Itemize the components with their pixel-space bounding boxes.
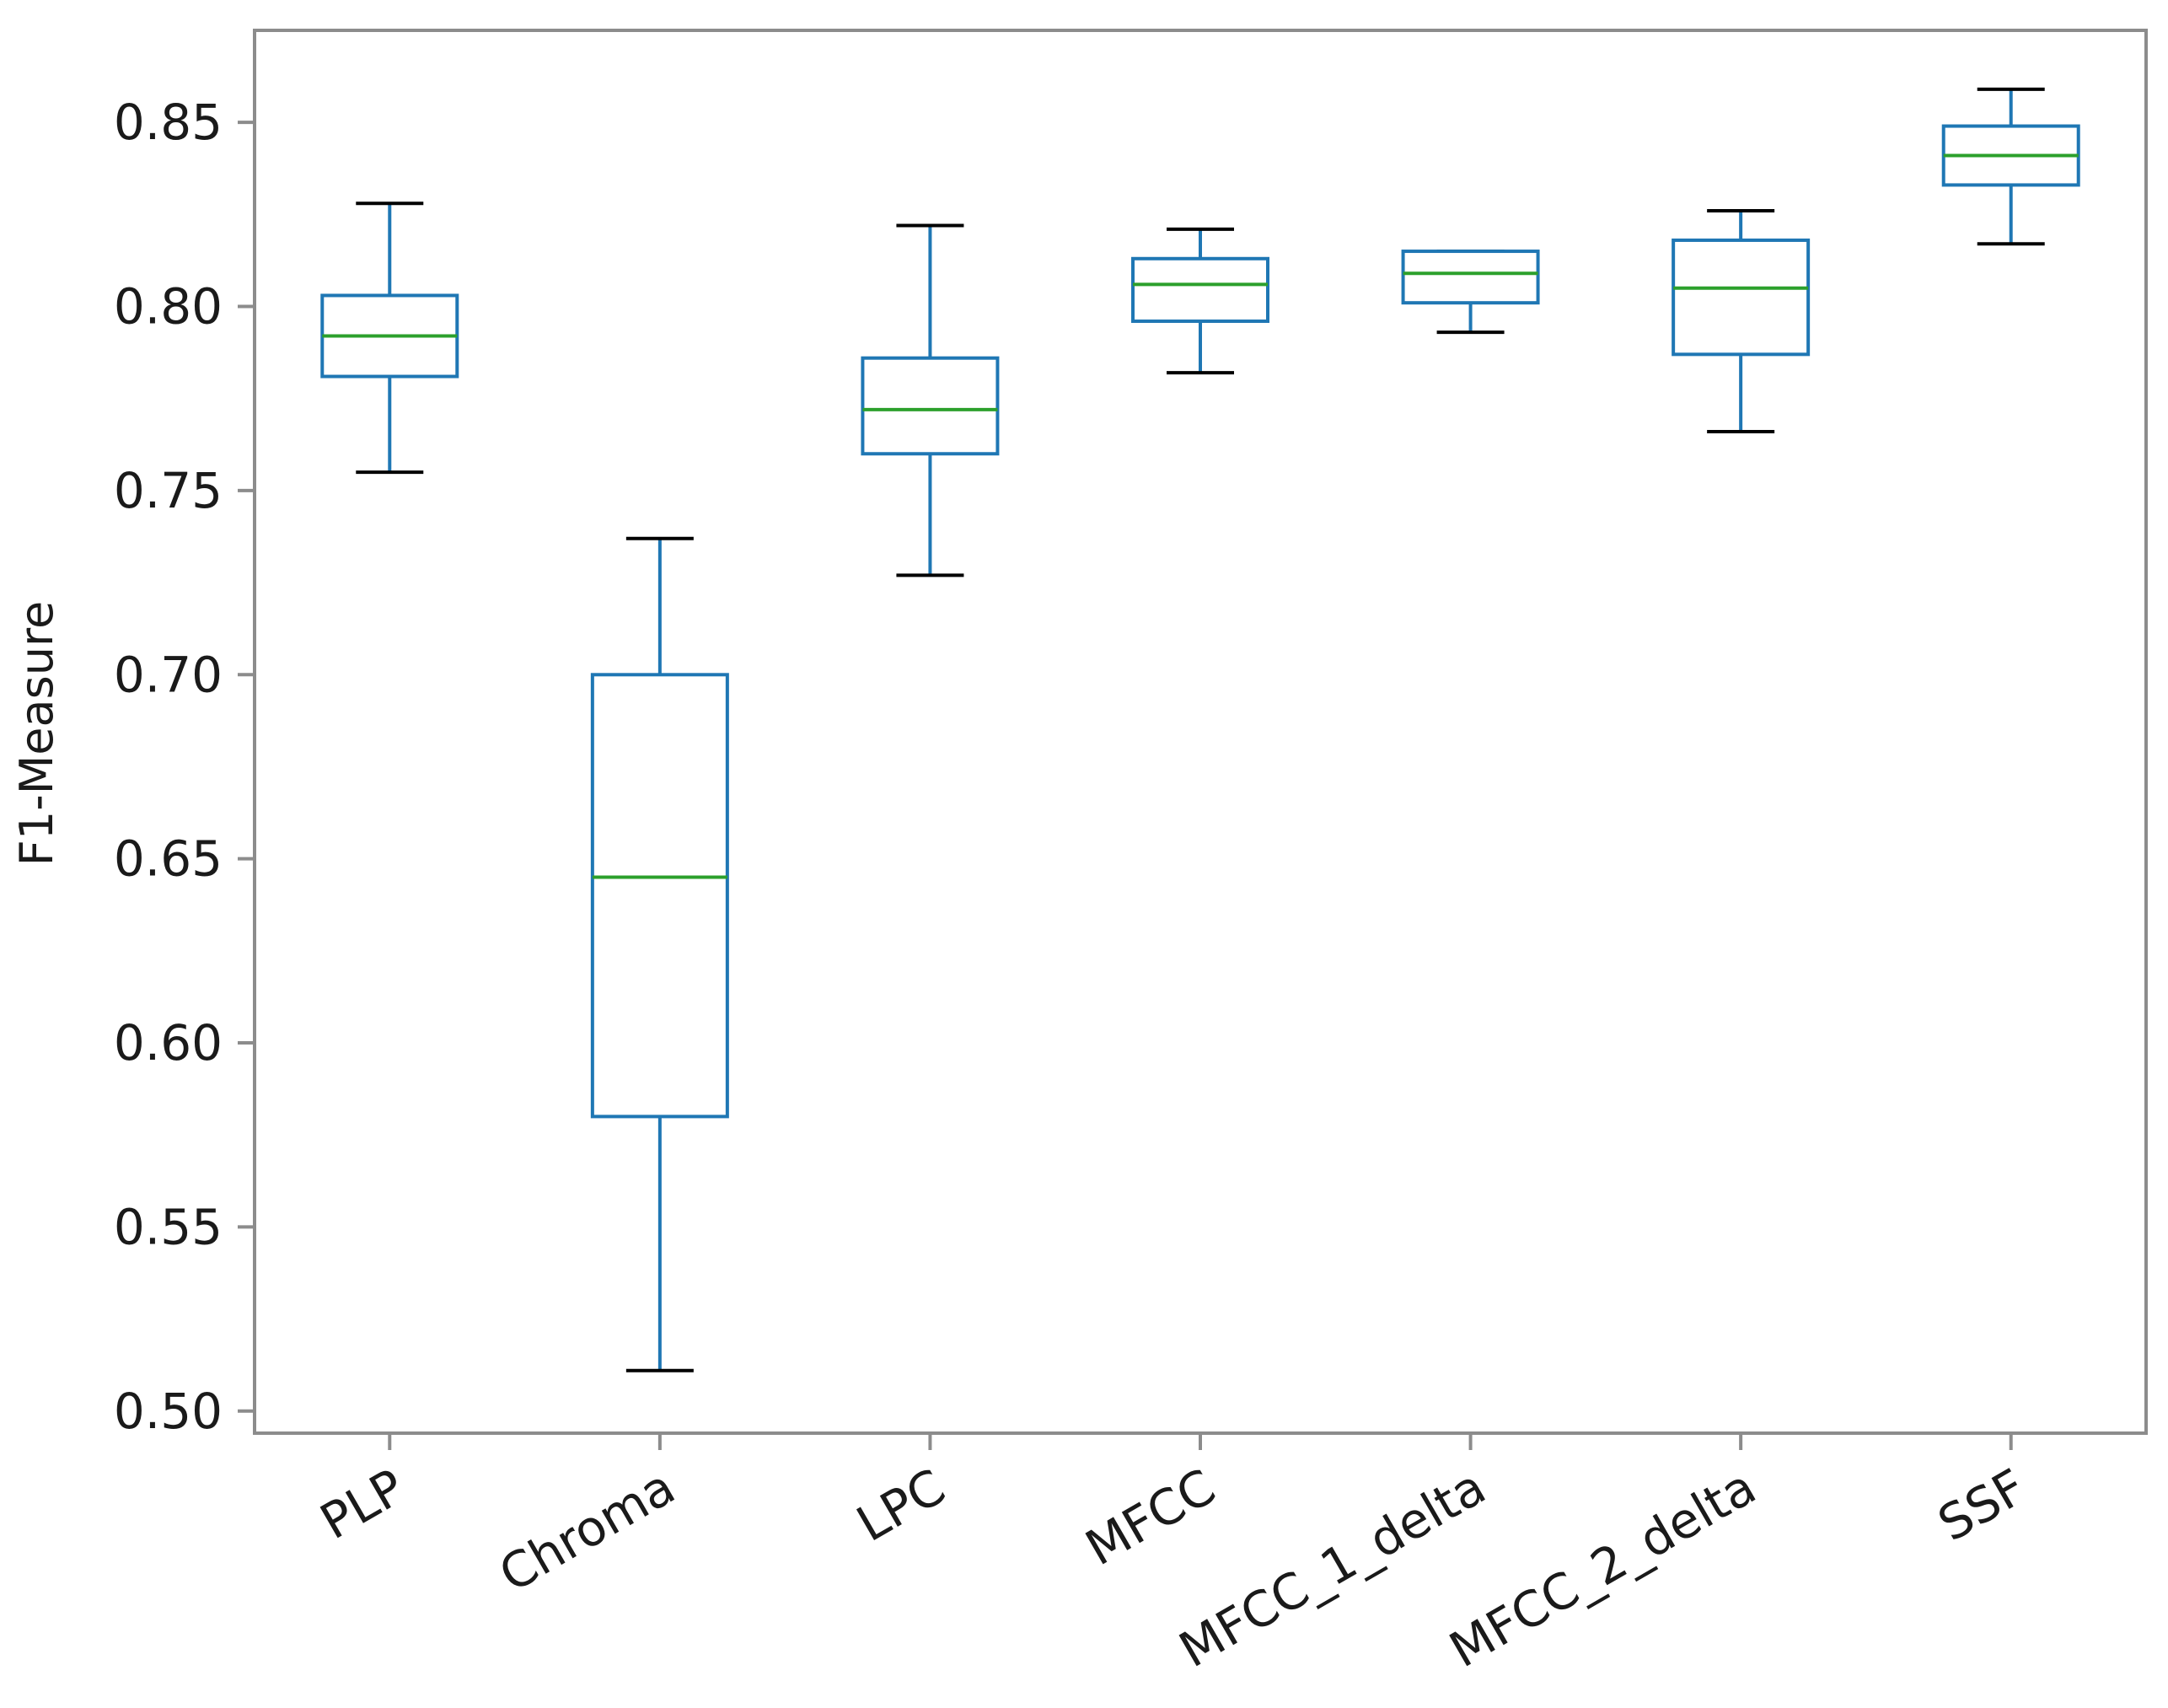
iqr-box: [1131, 256, 1269, 324]
y-axis: 0.50 0.55 0.60 0.65 0.70 0.75 0.80 0.85: [114, 94, 255, 1440]
box-mfcc-1-delta: [1401, 250, 1540, 335]
box-lpc: [861, 223, 1000, 577]
iqr-box: [1401, 250, 1540, 305]
box-mfcc: [1131, 227, 1269, 375]
y-tick-label: 0.65: [114, 830, 223, 888]
box-chroma: [590, 536, 729, 1372]
box-plp: [320, 201, 459, 475]
y-tick-label: 0.50: [114, 1383, 223, 1440]
y-tick-label: 0.55: [114, 1198, 223, 1255]
box-mfcc-2-delta: [1672, 209, 1811, 434]
iqr-box: [590, 673, 729, 1119]
box-series: [320, 87, 2080, 1372]
iqr-box: [861, 356, 1000, 456]
y-tick-label: 0.60: [114, 1014, 223, 1072]
iqr-box: [1672, 238, 1811, 357]
y-tick-label: 0.80: [114, 278, 223, 336]
plot-frame: [253, 29, 2148, 1435]
box-ssf: [1941, 87, 2080, 246]
y-tick-label: 0.70: [114, 646, 223, 703]
y-axis-label: F1-Measure: [10, 601, 63, 866]
y-tick-label: 0.85: [114, 94, 223, 151]
y-tick-label: 0.75: [114, 462, 223, 519]
